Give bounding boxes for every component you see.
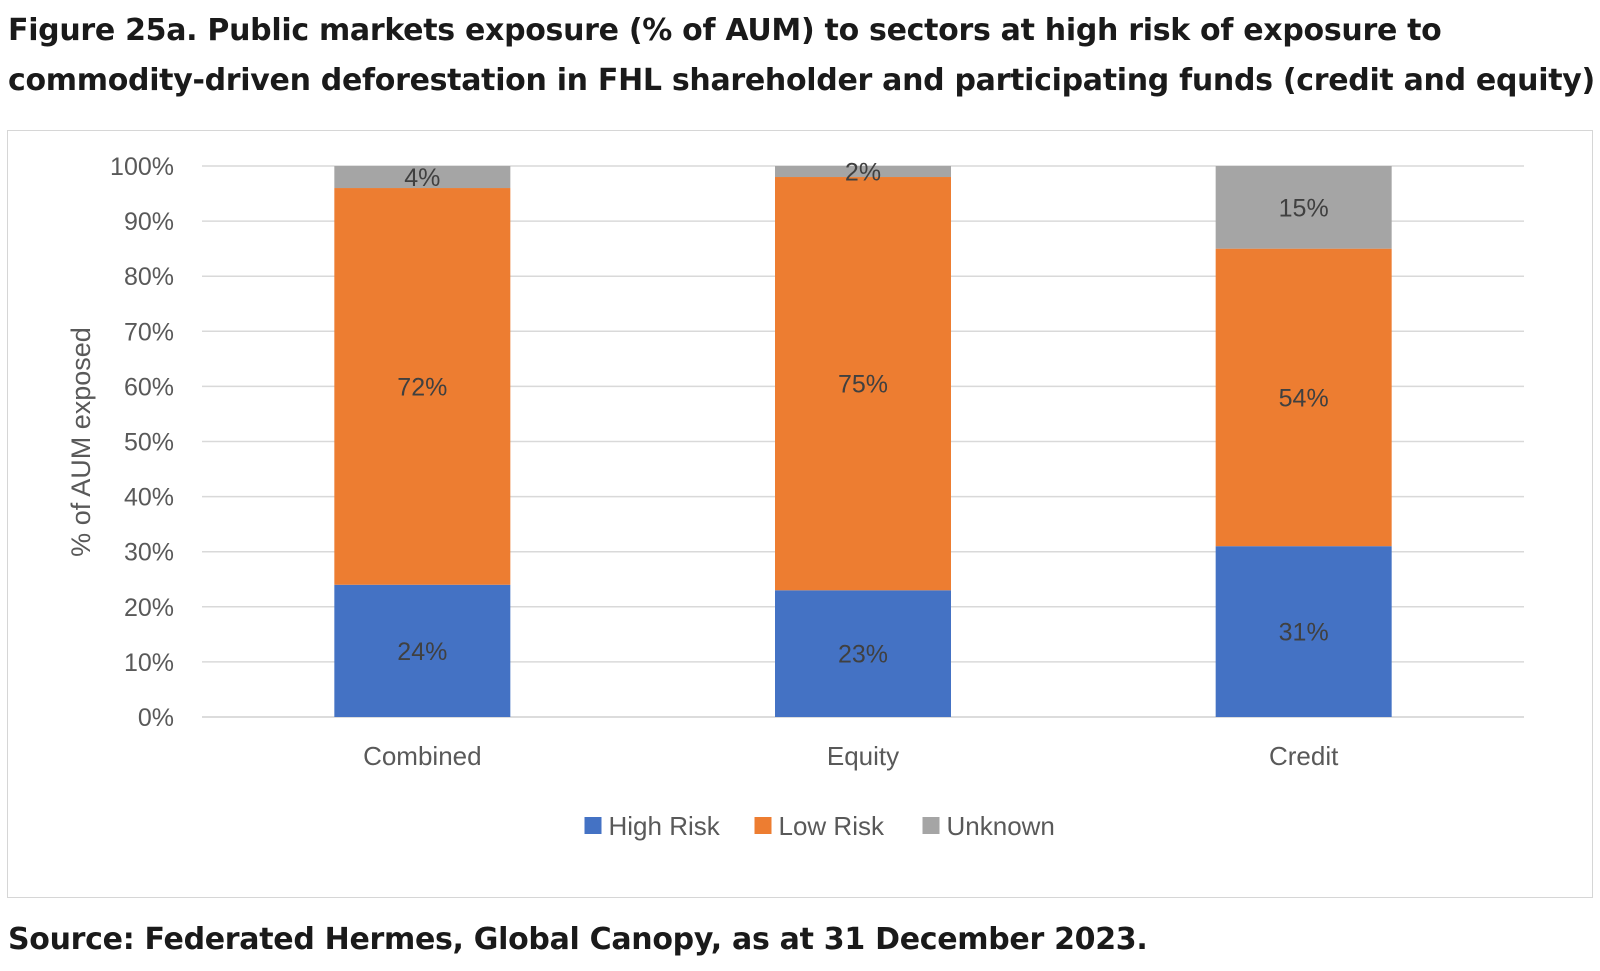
data-label: 2% (845, 159, 881, 187)
figure-title: Figure 25a. Public markets exposure (% o… (8, 13, 1595, 98)
data-label: 72% (397, 373, 447, 401)
bar-low-risk-credit (1215, 248, 1392, 547)
y-tick-label: 50% (124, 429, 174, 457)
bar-high-risk-credit (1215, 546, 1392, 717)
data-label: 23% (838, 641, 888, 669)
legend-label: Unknown (947, 811, 1055, 841)
y-tick-label: 70% (124, 318, 174, 346)
y-tick-label: 30% (124, 539, 174, 567)
x-tick-label: Combined (363, 741, 482, 771)
legend-label: High Risk (609, 811, 721, 841)
y-tick-label: 10% (124, 649, 174, 677)
stacked-bar-chart: 0% 10% 20% 30% 40% 50% 60% 70% 80% 90% 100% % of A… (66, 153, 1524, 841)
y-tick-label: 20% (124, 594, 174, 622)
x-tick-label: Credit (1269, 741, 1339, 771)
legend-swatch-low-risk (754, 817, 772, 834)
y-tick-label: 80% (124, 263, 174, 291)
data-label: 4% (404, 164, 440, 192)
legend-swatch-high-risk (584, 817, 602, 834)
bars: 24% 72% 4% 23% 75% 2% 31% 54% 15% (334, 159, 1392, 717)
bar-low-risk-equity (775, 177, 951, 591)
data-label: 24% (397, 638, 447, 666)
x-axis-ticks: Combined Equity Credit (363, 741, 1339, 771)
data-label: 15% (1279, 194, 1329, 222)
legend-label: Low Risk (779, 811, 885, 841)
data-label: 31% (1279, 619, 1329, 647)
data-label: 75% (838, 371, 888, 399)
legend: High Risk Low Risk Unknown (584, 811, 1055, 841)
bar-unknown-equity (775, 166, 951, 178)
bar-high-risk-combined (334, 584, 511, 717)
bar-high-risk-equity (775, 590, 951, 717)
bar-unknown-credit (1215, 166, 1392, 249)
chart-area: 0% 10% 20% 30% 40% 50% 60% 70% 80% 90% 100% % of A… (7, 130, 1593, 898)
y-tick-label: 100% (110, 153, 174, 181)
bar-unknown-combined (334, 166, 511, 189)
y-axis-label: % of AUM exposed (66, 327, 96, 557)
source-note: Source: Federated Hermes, Global Canopy,… (8, 922, 1148, 957)
bar-low-risk-combined (334, 188, 511, 585)
y-tick-label: 0% (138, 704, 174, 732)
x-tick-label: Equity (827, 741, 899, 771)
y-tick-label: 90% (124, 208, 174, 236)
y-tick-label: 60% (124, 373, 174, 401)
legend-swatch-unknown (922, 817, 940, 834)
data-label: 54% (1279, 384, 1329, 412)
y-tick-label: 40% (124, 484, 174, 512)
y-axis-ticks: 0% 10% 20% 30% 40% 50% 60% 70% 80% 90% 100% (110, 153, 174, 732)
